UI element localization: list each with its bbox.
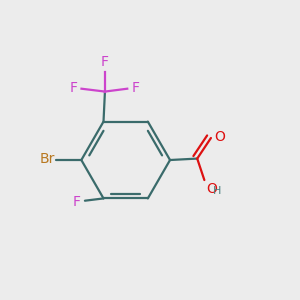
- Text: F: F: [73, 195, 81, 209]
- Text: F: F: [69, 81, 77, 95]
- Text: O: O: [206, 182, 217, 196]
- Text: F: F: [101, 55, 109, 69]
- Text: H: H: [213, 186, 221, 196]
- Text: Br: Br: [39, 152, 55, 167]
- Text: O: O: [215, 130, 226, 144]
- Text: F: F: [131, 81, 140, 95]
